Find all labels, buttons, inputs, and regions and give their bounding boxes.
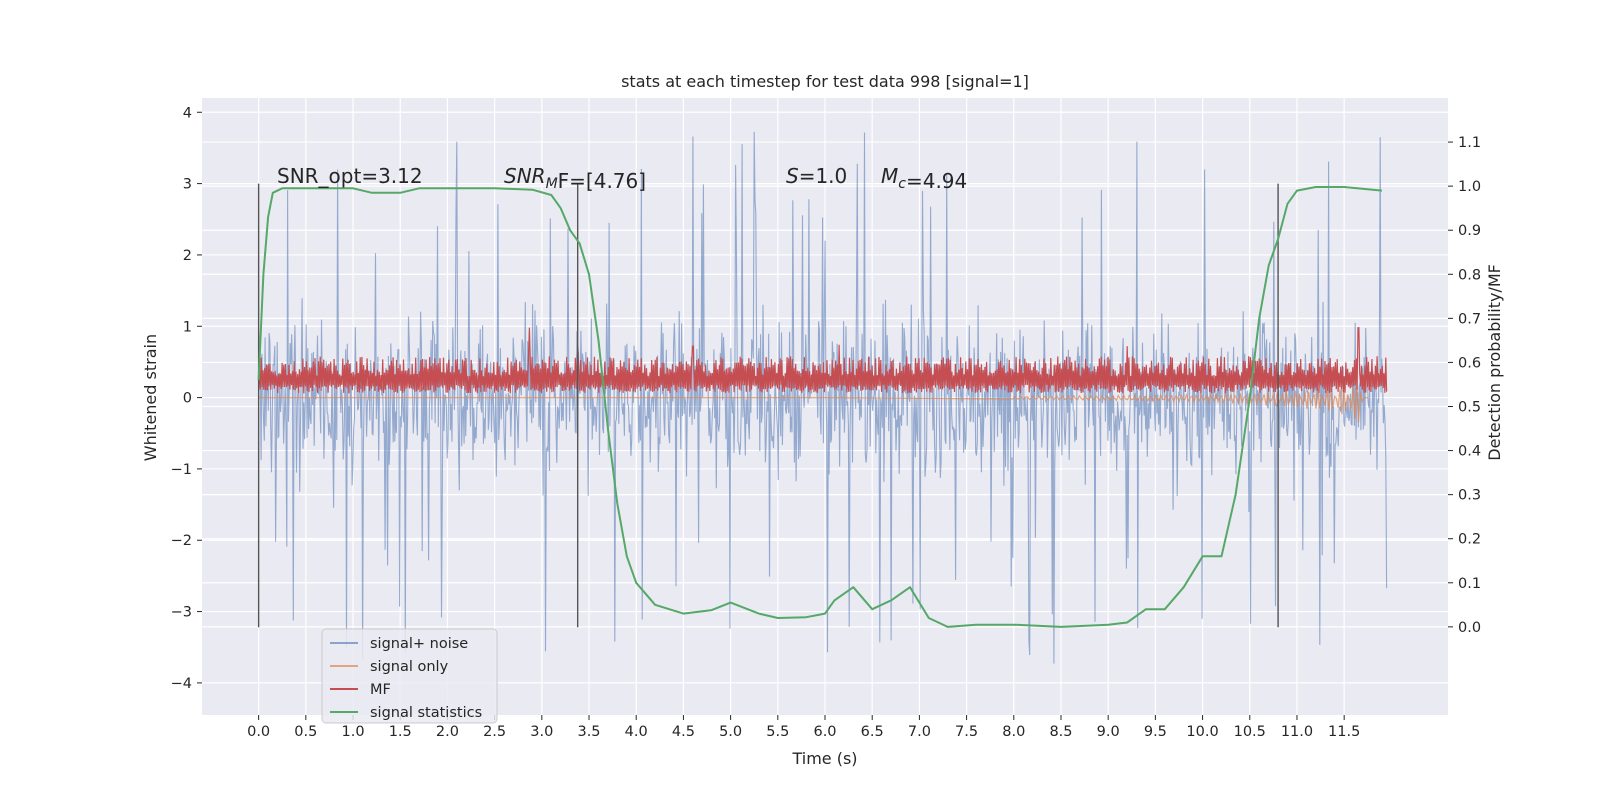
x-tick-label: 9.5	[1144, 724, 1167, 740]
y-axis-right-label: Detection probability/MF	[1485, 264, 1504, 461]
legend-box	[321, 628, 498, 724]
x-tick-label: 10.5	[1234, 724, 1266, 740]
y-left-tick-label: −1	[171, 462, 192, 478]
x-tick-label: 6.5	[861, 724, 884, 740]
x-tick-label: 0.5	[294, 724, 317, 740]
annotation-part: SNR_opt=3.12	[277, 164, 423, 188]
y-left-tick-label: 3	[183, 177, 192, 193]
x-tick-label: 1.5	[389, 724, 412, 740]
x-tick-label: 3.5	[577, 724, 600, 740]
annotation-text: SNR_opt=3.12	[277, 164, 423, 188]
annotation-text: Mc=4.94	[881, 164, 967, 193]
x-tick-label: 7.5	[955, 724, 978, 740]
y-left-tick-label: 4	[183, 105, 192, 121]
y-right-tick-label: 0.8	[1458, 267, 1481, 283]
x-tick-label: 9.0	[1097, 724, 1120, 740]
series-signal-statistics	[257, 186, 1382, 628]
legend-label: signal only	[370, 659, 449, 675]
series-signal-noise	[258, 131, 1388, 664]
x-tick-label: 2.0	[436, 724, 459, 740]
y-left-tick-label: 2	[183, 248, 192, 264]
series-mf	[258, 327, 1388, 394]
y-right-tick-label: 0.6	[1458, 355, 1481, 371]
y-left-tick-label: 1	[183, 319, 192, 335]
y-right-tick-label: 0.2	[1458, 532, 1481, 548]
x-tick-label: 8.0	[1002, 724, 1025, 740]
legend: signal+ noise signal only MF signal statist…	[321, 628, 498, 724]
y-right-tick-label: 0.3	[1458, 488, 1481, 504]
annotation-part: c	[898, 176, 906, 192]
legend-label: signal+ noise	[370, 636, 468, 652]
x-tick-label: 0.0	[247, 724, 270, 740]
annotation-part: SNR	[504, 164, 546, 188]
annotation-part: M	[546, 176, 558, 192]
x-tick-label: 2.5	[483, 724, 506, 740]
y-right-tick-label: 1.1	[1458, 135, 1481, 151]
annotation-part: =4.94	[906, 169, 967, 193]
legend-label: signal statistics	[370, 705, 482, 721]
y-right-tick-label: 0.1	[1458, 576, 1481, 592]
x-tick-label: 7.0	[908, 724, 931, 740]
annotation-part: S	[786, 164, 799, 188]
y-right-tick-label: 0.5	[1458, 400, 1481, 416]
x-tick-label: 5.0	[719, 724, 742, 740]
legend-label: MF	[370, 682, 391, 698]
x-tick-label: 8.5	[1049, 724, 1072, 740]
y-right-tick-label: 0.4	[1458, 444, 1481, 460]
annotation-text: SNRMF=[4.76]	[504, 164, 646, 193]
y-right-tick-label: 1.0	[1458, 179, 1481, 195]
annotations: SNR_opt=3.12 SNRMF=[4.76] S=1.0 Mc=4.94	[277, 164, 967, 193]
y-right-tick-label: 0.0	[1458, 620, 1481, 636]
x-tick-label: 4.0	[625, 724, 648, 740]
y-left-tick-label: −4	[171, 676, 192, 692]
x-tick-label: 10.0	[1186, 724, 1218, 740]
y-left-tick-label: −3	[171, 605, 192, 621]
x-tick-label: 3.0	[530, 724, 553, 740]
x-axis-label: Time (s)	[791, 749, 857, 768]
y-right-tick-label: 0.7	[1458, 311, 1481, 327]
y-axis-right-ticks: 1.1 1.0 0.9 0.8 0.7 0.6 0.5 0.4 0.3 0.2 0.1 0.0	[1448, 135, 1481, 636]
x-tick-label: 11.0	[1281, 724, 1313, 740]
x-tick-label: 6.0	[813, 724, 836, 740]
x-tick-label: 5.5	[766, 724, 789, 740]
chart-title: stats at each timestep for test data 998…	[621, 72, 1029, 91]
x-tick-label: 1.0	[341, 724, 364, 740]
x-axis-ticks: 0.0 0.5 1.0 1.5 2.0 2.5 3.0 3.5 4.0 4.5 5.0 5.5 6.0 6…	[247, 715, 1360, 740]
annotation-text: S=1.0	[786, 164, 847, 188]
series-signal-only	[258, 380, 1368, 423]
annotation-part: M	[881, 164, 898, 188]
y-axis-left-ticks: 4 3 2 1 0 −1 −2 −3 −4	[171, 105, 202, 692]
y-right-tick-label: 0.9	[1458, 223, 1481, 239]
y-left-tick-label: 0	[183, 391, 192, 407]
annotation-part: =1.0	[799, 164, 848, 188]
y-left-tick-label: −2	[171, 533, 192, 549]
y-axis-left-label: Whitened strain	[141, 334, 160, 461]
annotation-part: F=[4.76]	[558, 169, 646, 193]
chart-marks	[257, 131, 1388, 664]
x-tick-label: 11.5	[1328, 724, 1360, 740]
x-tick-label: 4.5	[672, 724, 695, 740]
